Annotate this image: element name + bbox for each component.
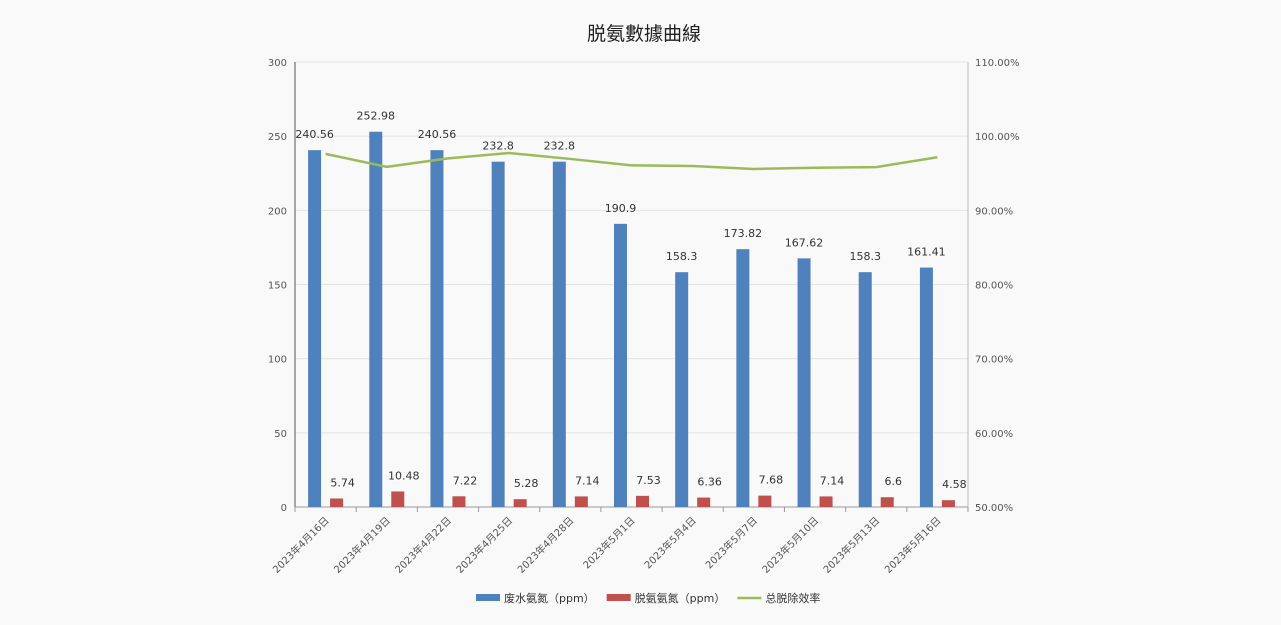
x-tick-label: 2023年4月22日 [392, 514, 454, 576]
y-right-tick-label: 50.00% [975, 503, 1013, 514]
y-left-tick-label: 200 [268, 206, 287, 217]
y-left-tick-label: 150 [268, 281, 287, 292]
deammonia-bar [819, 496, 833, 507]
legend-swatch [606, 594, 631, 601]
y-right-tick-label: 90.00% [975, 206, 1013, 217]
deammonia-bar [758, 495, 772, 507]
x-tick-label: 2023年4月19日 [331, 514, 393, 576]
data-label: 240.56 [418, 128, 457, 141]
deammonia-bar [452, 496, 466, 507]
wastewater-ammonia-bar [614, 223, 627, 507]
x-tick-label: 2023年5月1日 [580, 514, 637, 571]
legend-swatch [476, 594, 500, 601]
data-label: 240.56 [295, 128, 334, 141]
deammonia-bar [880, 497, 894, 507]
data-label: 232.8 [482, 140, 514, 153]
wastewater-ammonia-bar [369, 131, 383, 507]
data-label: 10.48 [388, 469, 420, 482]
wastewater-ammonia-bar [858, 272, 872, 507]
y-left-tick-label: 0 [281, 503, 287, 514]
data-labels: 240.56 252.98 240.56 232.8 232.8 190.9 158.3 17… [295, 110, 966, 491]
data-label: 7.53 [636, 474, 661, 487]
y-left-tick-label: 250 [268, 132, 287, 143]
data-label: 7.14 [820, 474, 845, 487]
deammonia-bar [697, 497, 711, 507]
y-right-tick-label: 110.00% [975, 58, 1020, 69]
data-label: 5.74 [330, 476, 355, 489]
y-left-tick-label: 50 [274, 429, 287, 440]
legend-label: 总脱除效率 [765, 591, 820, 605]
deammonia-bar [330, 498, 344, 507]
deammonia-bar [391, 491, 405, 507]
data-label: 6.6 [884, 475, 902, 488]
y-right-tick-label: 70.00% [975, 355, 1013, 366]
deammonia-bar [574, 496, 588, 507]
y-right-tick-label: 100.00% [975, 132, 1020, 143]
bars [308, 131, 955, 508]
wastewater-ammonia-bar [736, 249, 750, 508]
deammonia-bar [636, 495, 649, 507]
x-tick-label: 2023年4月16日 [270, 514, 332, 576]
legend: 废水氨氮（ppm） 脱氨氨氮（ppm） 总脱除效率 [476, 591, 820, 605]
gridlines [295, 61, 968, 508]
data-label: 6.36 [697, 476, 722, 489]
data-label: 161.41 [907, 246, 946, 259]
data-label: 4.58 [942, 478, 967, 491]
wastewater-ammonia-bar [430, 150, 444, 508]
wastewater-ammonia-bar [308, 150, 322, 508]
wastewater-ammonia-bar [797, 258, 811, 507]
efficiency-line [325, 151, 938, 171]
deammonia-bar [941, 500, 955, 507]
wastewater-ammonia-bar [491, 161, 505, 507]
data-label: 7.14 [575, 474, 600, 487]
chart-title: 脱氨數據曲線 [587, 23, 701, 45]
efficiency-series-line [325, 151, 938, 171]
x-tick-label: 2023年5月4日 [641, 514, 698, 571]
legend-label: 废水氨氮（ppm） [504, 591, 595, 605]
x-tick-label: 2023年5月7日 [703, 514, 760, 571]
data-label: 158.3 [849, 250, 881, 263]
data-label: 158.3 [666, 250, 698, 263]
y-right-tick-label: 80.00% [975, 281, 1013, 292]
data-label: 167.62 [785, 236, 824, 249]
wastewater-ammonia-bar [675, 272, 689, 507]
data-label: 232.8 [544, 140, 576, 153]
y-right-tick-label: 60.00% [975, 429, 1013, 440]
wastewater-ammonia-bar [919, 267, 933, 507]
data-label: 190.9 [605, 202, 637, 215]
data-label: 173.82 [724, 227, 763, 240]
wastewater-ammonia-bar [552, 161, 566, 507]
data-label: 7.68 [759, 474, 784, 487]
data-label: 5.28 [514, 477, 539, 490]
x-tick-label: 2023年5月13日 [820, 514, 882, 576]
x-tick-label: 2023年5月16日 [882, 514, 944, 576]
x-axis-ticks: 2023年4月16日 2023年4月19日 2023年4月22日 2023年4月25日… [270, 514, 944, 576]
x-tick-label: 2023年4月28日 [515, 514, 577, 576]
y-left-tick-label: 300 [268, 58, 287, 69]
data-label: 7.22 [453, 474, 478, 487]
y-left-tick-label: 100 [268, 355, 287, 366]
x-tick-label: 2023年5月10日 [759, 514, 821, 576]
x-tick-label: 2023年4月25日 [453, 514, 515, 576]
data-label: 252.98 [357, 110, 396, 123]
deammonia-bar [513, 499, 527, 507]
axes: 0 50.00% 50 60.00% 100 70.00% 150 80.00% 200 90.0… [268, 58, 1020, 514]
legend-label: 脱氨氨氮（ppm） [635, 591, 726, 605]
